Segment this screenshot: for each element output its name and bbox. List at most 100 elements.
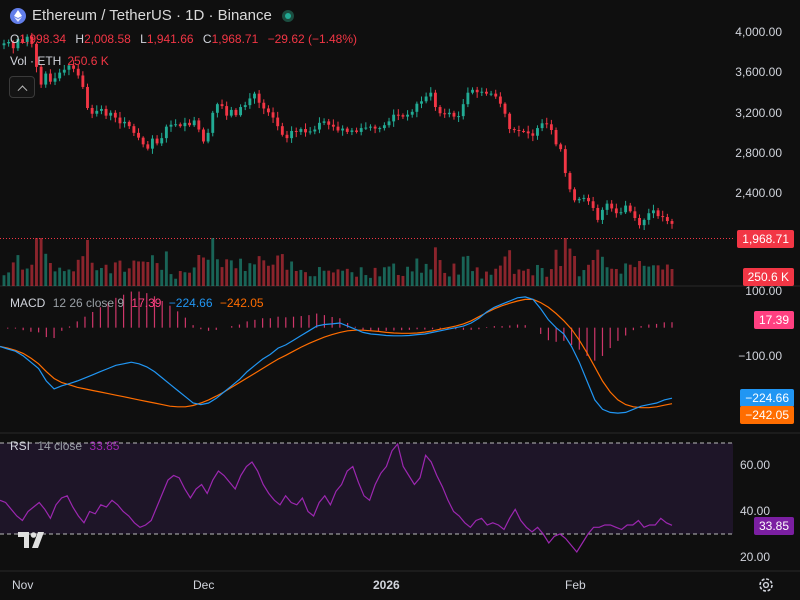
- volume-bar: [160, 269, 164, 286]
- volume-bar: [253, 264, 256, 286]
- candle-body: [522, 130, 525, 132]
- candle-body: [619, 212, 623, 214]
- candle-body: [614, 208, 618, 214]
- volume-bar: [280, 254, 284, 286]
- candle-body: [508, 113, 512, 130]
- time-axis-label: Feb: [565, 578, 586, 592]
- candle-body: [225, 106, 229, 116]
- candle-body: [271, 112, 275, 118]
- candle-body: [475, 89, 479, 93]
- volume-bar: [359, 267, 363, 286]
- candle-body: [192, 120, 196, 126]
- volume-bar: [336, 269, 340, 286]
- volume-bar: [76, 259, 80, 286]
- macd-hist-tag: 17.39: [753, 311, 794, 329]
- settings-gear-icon[interactable]: [756, 575, 776, 595]
- volume-bar: [410, 271, 414, 286]
- volume-bar: [536, 264, 539, 286]
- volume-bar: [406, 266, 410, 286]
- candle-body: [76, 68, 80, 76]
- candle-body: [652, 210, 655, 214]
- volume-bar: [67, 269, 71, 286]
- volume-bar: [508, 250, 512, 286]
- candle-body: [471, 89, 474, 93]
- volume-bar: [215, 259, 219, 286]
- candle-body: [433, 92, 437, 108]
- candle-body: [559, 144, 563, 150]
- collapse-legend-button[interactable]: [9, 76, 35, 98]
- candle-body: [633, 211, 637, 218]
- candle-body: [62, 69, 66, 73]
- volume-bar: [304, 272, 307, 286]
- volume-bar: [308, 276, 312, 286]
- volume-bar: [327, 270, 331, 286]
- macd-line-value: −224.66: [168, 296, 213, 310]
- candle-body: [554, 130, 558, 145]
- market-open-status-icon: [281, 9, 294, 22]
- candle-body: [582, 197, 586, 199]
- rsi-axis-label: 40.00: [740, 504, 770, 518]
- volume-bar: [610, 268, 614, 286]
- volume-legend: Vol · ETH 250.6 K: [10, 54, 109, 68]
- candle-body: [563, 149, 567, 174]
- volume-bar: [457, 274, 461, 286]
- symbol-title[interactable]: Ethereum / TetherUS · 1D · Binance: [32, 7, 272, 24]
- tradingview-logo-icon[interactable]: [16, 528, 46, 552]
- candle-body: [123, 121, 127, 124]
- candle-body: [234, 109, 238, 116]
- volume-bar: [471, 271, 474, 286]
- volume-bar: [211, 238, 215, 286]
- volume-bar: [225, 259, 229, 286]
- volume-bar: [647, 266, 651, 286]
- candle-body: [610, 203, 614, 209]
- volume-bar: [619, 273, 623, 286]
- candle-body: [336, 126, 340, 131]
- volume-bar: [132, 260, 136, 286]
- volume-bar: [577, 276, 581, 286]
- candle-body: [104, 108, 108, 116]
- candle-body: [48, 73, 52, 82]
- candle-body: [596, 207, 600, 220]
- volume-bar: [48, 262, 52, 286]
- candle-body: [466, 92, 470, 105]
- volume-bar: [591, 260, 595, 286]
- candle-body: [308, 131, 312, 133]
- volume-bar: [16, 255, 20, 286]
- volume-bar: [341, 270, 345, 286]
- macd-line: [0, 296, 673, 414]
- macd-params: 12 26 close 9: [52, 296, 125, 310]
- rsi-legend[interactable]: RSI 14 close 33.85: [10, 439, 119, 453]
- candle-body: [628, 205, 632, 212]
- candle-body: [382, 125, 386, 129]
- candle-body: [396, 114, 400, 116]
- volume-bar: [665, 264, 669, 286]
- symbol-header[interactable]: Ethereum / TetherUS · 1D · Binance: [10, 7, 294, 24]
- volume-bar: [670, 268, 674, 286]
- macd-legend[interactable]: MACD 12 26 close 9 17.39 −224.66 −242.05: [10, 296, 264, 310]
- candle-body: [90, 108, 94, 114]
- volume-bar: [202, 257, 205, 286]
- volume-bar: [498, 265, 502, 286]
- candle-body: [53, 78, 57, 82]
- candle-body: [517, 130, 521, 131]
- volume-bar: [257, 256, 261, 286]
- candle-body: [642, 219, 646, 226]
- candle-body: [113, 112, 117, 118]
- candle-body: [373, 126, 377, 129]
- candle-body: [220, 104, 224, 107]
- volume-bar: [44, 253, 48, 286]
- price-axis-label: 2,400.00: [735, 186, 782, 200]
- volume-bar: [81, 256, 85, 286]
- candle-body: [331, 124, 335, 127]
- volume-bar: [600, 256, 604, 286]
- ohlc-legend: O1,998.34 H2,008.58 L1,941.66 C1,968.71 …: [10, 32, 357, 46]
- candle-body: [118, 117, 122, 124]
- volume-bar: [345, 268, 349, 286]
- macd-line-tag: −224.66: [740, 389, 794, 407]
- candle-body: [21, 39, 24, 42]
- candle-body: [11, 42, 15, 49]
- candle-body: [141, 137, 145, 145]
- volume-bar: [206, 259, 210, 286]
- volume-bar: [25, 268, 29, 286]
